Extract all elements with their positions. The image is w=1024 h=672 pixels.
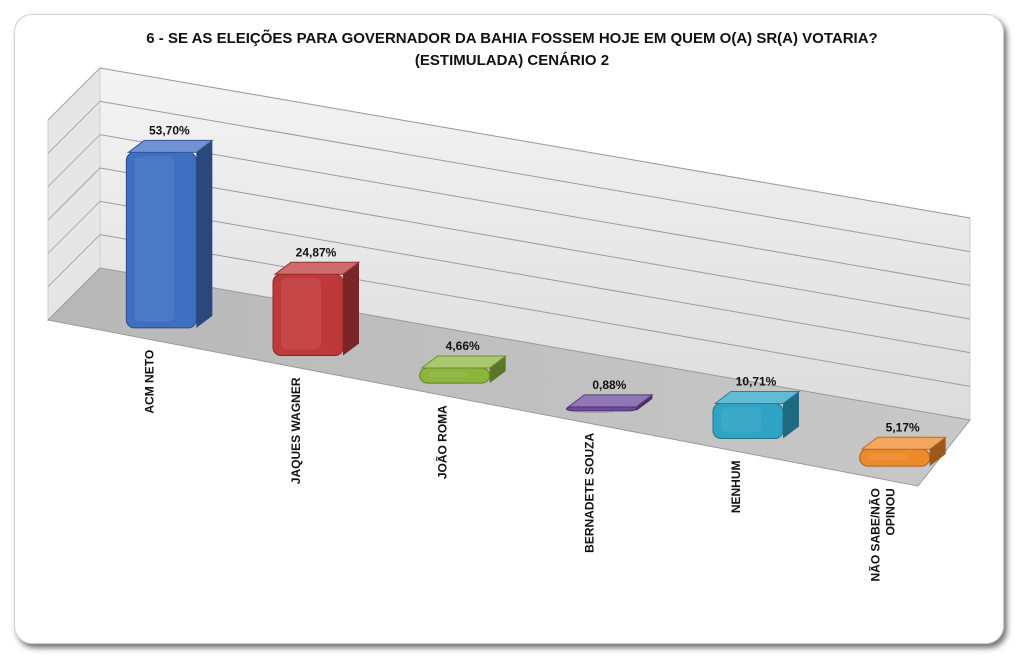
value-label: 5,17% (886, 420, 920, 434)
category-label: BERNADETE SOUZA (582, 433, 596, 553)
value-label: 0,88% (592, 378, 626, 392)
category-label-line: JAQUES WAGNER (289, 377, 303, 484)
gridline-side (47, 234, 101, 288)
bar-1 (272, 261, 361, 356)
chart-subtitle: (ESTIMULADA) CENÁRIO 2 (414, 52, 610, 69)
bar-2 (419, 355, 508, 384)
bar-side (929, 437, 946, 467)
bar-top (713, 391, 801, 405)
value-label: 10,71% (736, 375, 777, 389)
category-label-line: ACM NETO (142, 350, 156, 414)
gridline-side (47, 167, 101, 221)
gridline-side (47, 67, 101, 121)
category-label-line: NENHUM (729, 461, 743, 514)
bar-3 (565, 394, 654, 413)
bars-group (125, 139, 948, 467)
bar-side (783, 391, 799, 439)
bar-5 (859, 436, 948, 467)
bar-top (566, 394, 654, 408)
bar-top (420, 355, 508, 369)
bar-side (636, 394, 653, 411)
gridline (99, 100, 971, 253)
category-label-line: JOÃO ROMA (435, 405, 450, 479)
bar-highlight (281, 278, 321, 350)
bar-top (860, 436, 948, 450)
category-labels-group: ACM NETO JAQUES WAGNER JOÃO ROMA BERNADETE … (142, 350, 897, 582)
category-label: NENHUM (729, 461, 743, 514)
bar-highlight (574, 410, 615, 413)
category-label: JAQUES WAGNER (289, 377, 303, 484)
gridline (99, 234, 971, 387)
value-label: 24,87% (296, 245, 337, 259)
value-label: 4,66% (446, 339, 480, 353)
bar-highlight (427, 371, 468, 378)
bar-highlight (867, 453, 908, 461)
chart-title-block: 6 - SE AS ELEIÇÕES PARA GOVERNADOR DA BA… (0, 28, 1024, 72)
category-label: NÃO SABE/NÃOOPINOU (868, 488, 898, 581)
bar-top (273, 261, 361, 275)
category-label: ACM NETO (142, 350, 156, 414)
category-label-line: OPINOU (884, 488, 898, 535)
bar-side (343, 262, 359, 356)
gridline (99, 134, 971, 286)
gridline-side (47, 200, 101, 254)
bar-side (196, 140, 213, 328)
gridline-side (47, 100, 101, 154)
category-label-line: BERNADETE SOUZA (582, 433, 596, 553)
category-label-line: NÃO SABE/NÃO (868, 488, 883, 581)
gridline (99, 167, 971, 320)
category-label: JOÃO ROMA (435, 405, 450, 479)
value-labels-group: 53,70% 24,87% 4,66% 0,88% 10,71% 5,17% (149, 123, 920, 434)
bar-4 (712, 391, 801, 440)
bar-0 (125, 139, 214, 329)
gridline-side (47, 134, 101, 188)
bar-side (489, 355, 506, 384)
chart-title: 6 - SE AS ELEIÇÕES PARA GOVERNADOR DA BA… (146, 30, 878, 47)
bar-highlight (134, 156, 175, 322)
gridline (99, 200, 971, 354)
bar-highlight (721, 407, 761, 433)
bar-front (565, 406, 637, 412)
bar-top (126, 139, 214, 153)
value-label: 53,70% (149, 123, 190, 137)
gridline (99, 67, 971, 219)
